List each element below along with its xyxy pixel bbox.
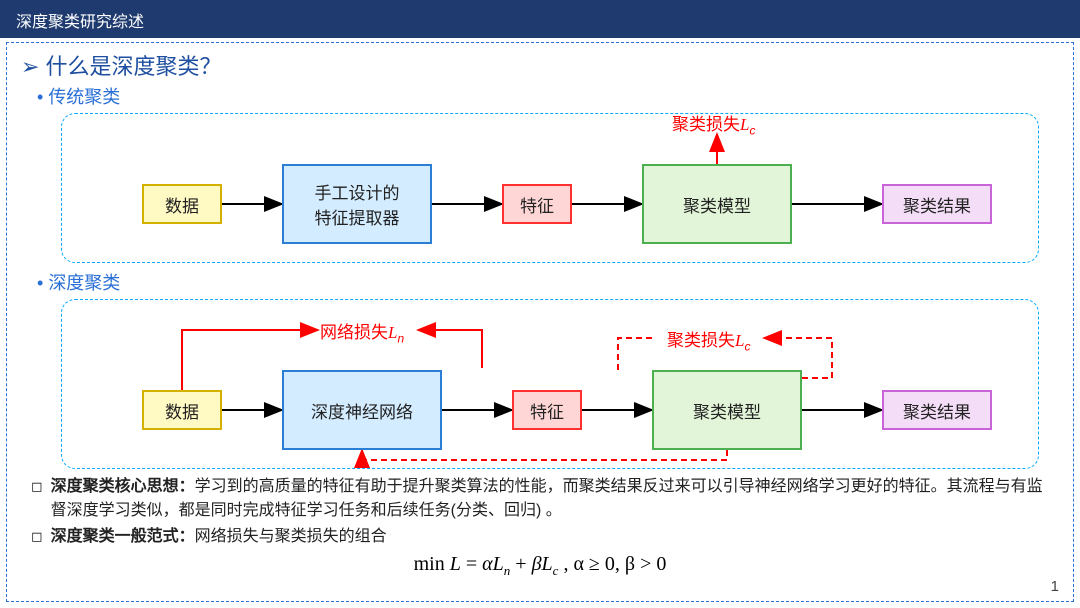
node-model: 聚类模型 (652, 370, 802, 450)
node-result: 聚类结果 (882, 390, 992, 430)
title-arrow-icon: ➢ (21, 54, 39, 79)
diagram-deep: 数据 深度神经网络 特征 聚类模型 聚类结果 网络损失Ln 聚类损失Lc (61, 299, 1039, 469)
node-model: 聚类模型 (642, 164, 792, 244)
loss-label-cluster: 聚类损失Lc (672, 110, 755, 137)
node-result: 聚类结果 (882, 184, 992, 224)
bullet-text-2: 深度聚类一般范式：网络损失与聚类损失的组合 (51, 525, 387, 549)
node-feature: 特征 (502, 184, 572, 224)
node-data: 数据 (142, 390, 222, 430)
formula: min L = αLn + βLc , α ≥ 0, β > 0 (21, 553, 1059, 579)
loss-label-cluster: 聚类损失Lc (667, 326, 750, 353)
subheading-deep: 深度聚类 (37, 269, 1059, 295)
bullet-item: ◻ 深度聚类一般范式：网络损失与聚类损失的组合 (31, 525, 1049, 549)
subheading-traditional: 传统聚类 (37, 83, 1059, 109)
main-title: ➢什么是深度聚类？ (21, 49, 1059, 81)
diagram-traditional: 数据 手工设计的特征提取器 特征 聚类模型 聚类结果 聚类损失Lc (61, 113, 1039, 263)
node-dnn: 深度神经网络 (282, 370, 442, 450)
bullet-item: ◻ 深度聚类核心思想：学习到的高质量的特征有助于提升聚类算法的性能，而聚类结果反… (31, 475, 1049, 523)
square-bullet-icon: ◻ (31, 475, 43, 523)
slide-content: ➢什么是深度聚类？ 传统聚类 数据手工设计的特征提取器特征聚类模型聚类结果聚类损… (6, 42, 1074, 602)
bullet-list: ◻ 深度聚类核心思想：学习到的高质量的特征有助于提升聚类算法的性能，而聚类结果反… (31, 475, 1049, 549)
node-feature: 特征 (512, 390, 582, 430)
loss-label-network: 网络损失Ln (320, 318, 404, 345)
slide-header: 深度聚类研究综述 (0, 0, 1080, 38)
main-title-text: 什么是深度聚类？ (45, 54, 221, 79)
bullet-text-1: 深度聚类核心思想：学习到的高质量的特征有助于提升聚类算法的性能，而聚类结果反过来… (51, 475, 1049, 523)
node-data: 数据 (142, 184, 222, 224)
page-number: 1 (1051, 578, 1059, 595)
header-title: 深度聚类研究综述 (16, 14, 144, 31)
square-bullet-icon: ◻ (31, 525, 43, 549)
node-extractor: 手工设计的特征提取器 (282, 164, 432, 244)
